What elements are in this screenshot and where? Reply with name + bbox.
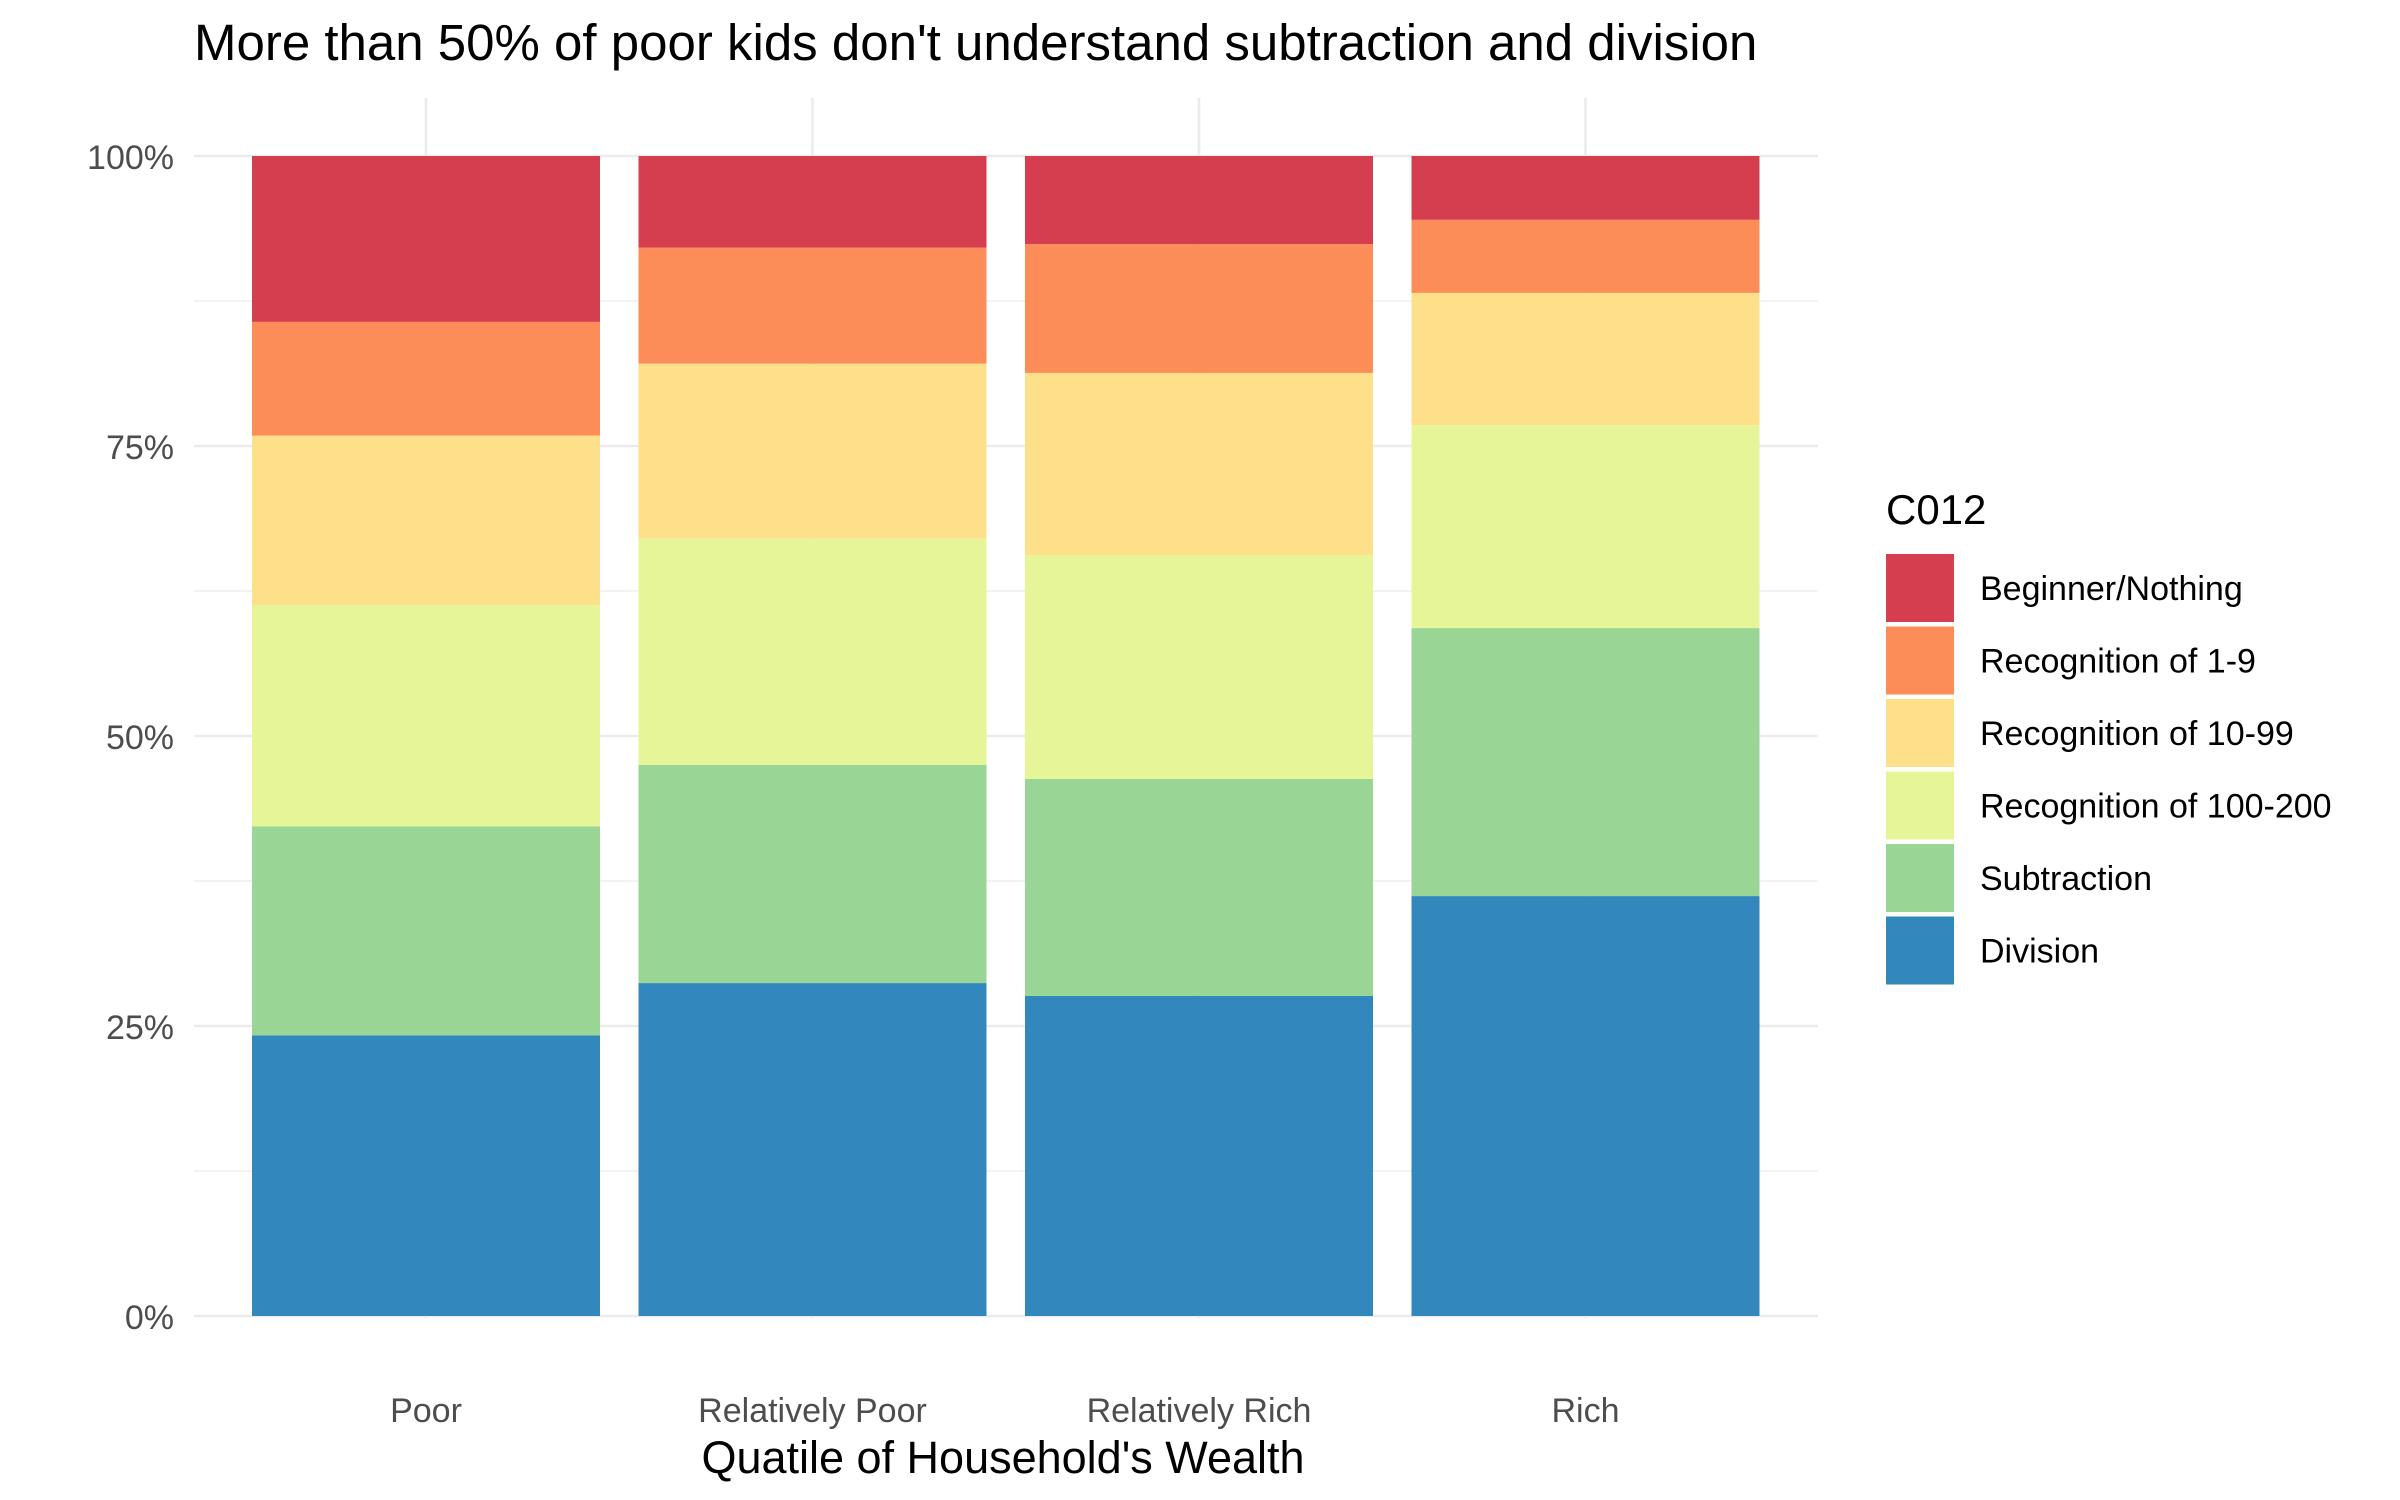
legend-swatch — [1886, 771, 1954, 840]
legend-items: Beginner/Nothing Recognition of 1-9 Recogn… — [1886, 554, 2332, 985]
legend-swatch — [1886, 916, 1954, 985]
x-axis-ticks: Poor Relatively Poor Relatively Rich Rich — [390, 1392, 1619, 1430]
bar-segment: Poor — Recognition of 100-200 — [252, 604, 600, 827]
legend-label: Recognition of 1-9 — [1980, 643, 2256, 681]
legend-swatch — [1886, 626, 1954, 695]
x-tick-label: Rich — [1551, 1392, 1619, 1430]
chart-title: More than 50% of poor kids don't underst… — [194, 14, 1757, 71]
x-axis-title: Quatile of Household's Wealth — [701, 1432, 1304, 1483]
bar-segment: Relatively Rich — Beginner/Nothing — [1025, 156, 1373, 245]
x-tick-label: Relatively Poor — [698, 1392, 927, 1430]
bar-segment: Rich — Beginner/Nothing — [1411, 156, 1760, 220]
y-axis-ticks: 0% 25% 50% 75% 100% — [87, 139, 174, 1337]
bar-segment: Relatively Rich — Subtraction — [1025, 778, 1373, 996]
bar-segment: Relatively Rich — Division — [1025, 995, 1373, 1316]
bar-segment: Relatively Poor — Recognition of 100-200 — [638, 538, 987, 765]
bar-segment: Relatively Rich — Recognition of 100-200 — [1025, 555, 1373, 779]
bar-segment: Relatively Poor — Beginner/Nothing — [638, 156, 987, 248]
y-tick-label: 50% — [106, 719, 174, 757]
legend-title: C012 — [1886, 486, 1986, 533]
x-tick-label: Poor — [390, 1392, 462, 1430]
bar-segment: Rich — Division — [1411, 896, 1760, 1316]
legend-swatch — [1886, 554, 1954, 622]
legend-label: Subtraction — [1980, 860, 2152, 898]
legend-label: Recognition of 100-200 — [1980, 788, 2332, 826]
bar-segment: Poor — Subtraction — [252, 826, 600, 1036]
bar-segment: Rich — Subtraction — [1411, 628, 1760, 897]
bar-segment: Relatively Rich — Recognition of 10-99 — [1025, 372, 1373, 556]
legend: C012 Beginner/Nothing Recognition of 1-9 R… — [1886, 486, 2332, 985]
legend-swatch — [1886, 844, 1954, 912]
bar-segment: Rich — Recognition of 10-99 — [1411, 292, 1760, 426]
x-tick-label: Relatively Rich — [1087, 1392, 1312, 1430]
bar-segment: Poor — Recognition of 1-9 — [252, 321, 600, 436]
bar-segment: Relatively Poor — Division — [638, 983, 987, 1316]
bar-segment: Relatively Rich — Recognition of 1-9 — [1025, 244, 1373, 373]
legend-label: Division — [1980, 933, 2099, 971]
bar-segment: Rich — Recognition of 100-200 — [1411, 425, 1760, 629]
bar-segment: Relatively Poor — Recognition of 10-99 — [638, 363, 987, 539]
bar-segment: Rich — Recognition of 1-9 — [1411, 219, 1760, 293]
bar-segment: Relatively Poor — Recognition of 1-9 — [638, 247, 987, 364]
y-tick-label: 75% — [106, 429, 174, 467]
legend-swatch — [1886, 699, 1954, 767]
bar-segment: Poor — Recognition of 10-99 — [252, 435, 600, 605]
legend-label: Beginner/Nothing — [1980, 570, 2243, 608]
bar-segment: Poor — Division — [252, 1035, 600, 1316]
bar-segment: Poor — Beginner/Nothing — [252, 156, 600, 322]
y-tick-label: 0% — [125, 1299, 174, 1337]
y-tick-label: 100% — [87, 139, 174, 177]
legend-label: Recognition of 10-99 — [1980, 715, 2294, 753]
y-tick-label: 25% — [106, 1009, 174, 1047]
bar-segment: Relatively Poor — Subtraction — [638, 765, 987, 984]
bars: Poor — DivisionPoor — SubtractionPoor — … — [252, 156, 1760, 1316]
